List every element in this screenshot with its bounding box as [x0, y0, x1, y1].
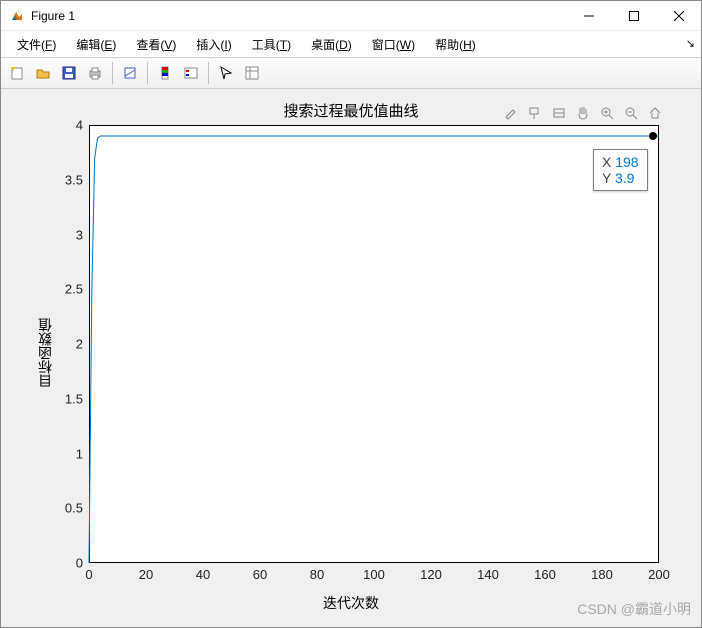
x-tick-label: 0 — [85, 567, 92, 582]
open-button[interactable] — [31, 61, 55, 85]
x-tick-label: 200 — [648, 567, 670, 582]
print-button[interactable] — [83, 61, 107, 85]
x-tick-label: 160 — [534, 567, 556, 582]
x-tick-label: 180 — [591, 567, 613, 582]
datatip-icon[interactable] — [525, 103, 545, 123]
figure-area: 00.511.522.533.54 0204060801001201401601… — [1, 89, 701, 627]
menu-file[interactable]: 文件(F) — [7, 33, 66, 56]
save-button[interactable] — [57, 61, 81, 85]
x-tick-label: 100 — [363, 567, 385, 582]
minimize-button[interactable] — [566, 1, 611, 30]
toolbar-separator — [208, 62, 209, 84]
axes-toolbar — [501, 103, 665, 123]
restore-view-icon[interactable] — [645, 103, 665, 123]
datatip-x-value: 198 — [615, 154, 638, 170]
y-tick-label: 4 — [43, 118, 83, 133]
datatip-y-label: Y — [602, 170, 611, 186]
line-plot — [11, 99, 691, 617]
menu-dock-arrow-icon[interactable]: ↘ — [686, 37, 695, 50]
zoom-in-icon[interactable] — [597, 103, 617, 123]
menu-edit[interactable]: 编辑(E) — [66, 33, 126, 56]
brush-icon[interactable] — [501, 103, 521, 123]
insert-colorbar-button[interactable] — [153, 61, 177, 85]
x-tick-label: 20 — [139, 567, 153, 582]
y-tick-label: 2.5 — [43, 282, 83, 297]
toolbar-separator — [112, 62, 113, 84]
x-tick-label: 40 — [196, 567, 210, 582]
x-tick-label: 120 — [420, 567, 442, 582]
edit-plot-button[interactable] — [214, 61, 238, 85]
menu-help[interactable]: 帮助(H) — [425, 33, 486, 56]
datatip-x-label: X — [602, 154, 611, 170]
menu-insert[interactable]: 插入(I) — [186, 33, 241, 56]
toolbar-separator — [147, 62, 148, 84]
toolbar — [1, 57, 701, 89]
menu-tools[interactable]: 工具(T) — [242, 33, 301, 56]
menu-desktop[interactable]: 桌面(D) — [301, 33, 362, 56]
x-tick-label: 140 — [477, 567, 499, 582]
pan-icon[interactable] — [573, 103, 593, 123]
matlab-icon — [9, 8, 25, 24]
maximize-button[interactable] — [611, 1, 656, 30]
datatip[interactable]: X 198 Y 3.9 — [593, 149, 648, 191]
plot-container: 00.511.522.533.54 0204060801001201401601… — [11, 99, 691, 617]
new-figure-button[interactable] — [5, 61, 29, 85]
zoom-out-icon[interactable] — [621, 103, 641, 123]
datatip-marker[interactable] — [649, 132, 657, 140]
x-axis-label: 迭代次数 — [323, 593, 379, 613]
y-tick-label: 1.5 — [43, 391, 83, 406]
menu-bar: 文件(F) 编辑(E) 查看(V) 插入(I) 工具(T) 桌面(D) 窗口(W… — [1, 31, 701, 57]
watermark: CSDN @霸道小明 — [577, 599, 691, 619]
y-axis-label: 目标函数值 — [35, 318, 55, 388]
title-bar: Figure 1 — [1, 1, 701, 31]
menu-window[interactable]: 窗口(W) — [362, 33, 425, 56]
open-property-inspector-button[interactable] — [240, 61, 264, 85]
insert-legend-button[interactable] — [179, 61, 203, 85]
x-tick-label: 60 — [253, 567, 267, 582]
datatip-y-value: 3.9 — [615, 170, 634, 186]
y-tick-label: 0 — [43, 556, 83, 571]
link-plot-button[interactable] — [118, 61, 142, 85]
menu-view[interactable]: 查看(V) — [126, 33, 186, 56]
y-tick-label: 1 — [43, 446, 83, 461]
close-button[interactable] — [656, 1, 701, 30]
x-tick-label: 80 — [310, 567, 324, 582]
window-title: Figure 1 — [31, 9, 566, 23]
y-tick-label: 0.5 — [43, 501, 83, 516]
y-tick-label: 3 — [43, 227, 83, 242]
rotate-icon[interactable] — [549, 103, 569, 123]
chart-title: 搜索过程最优值曲线 — [283, 100, 418, 121]
y-tick-label: 3.5 — [43, 172, 83, 187]
